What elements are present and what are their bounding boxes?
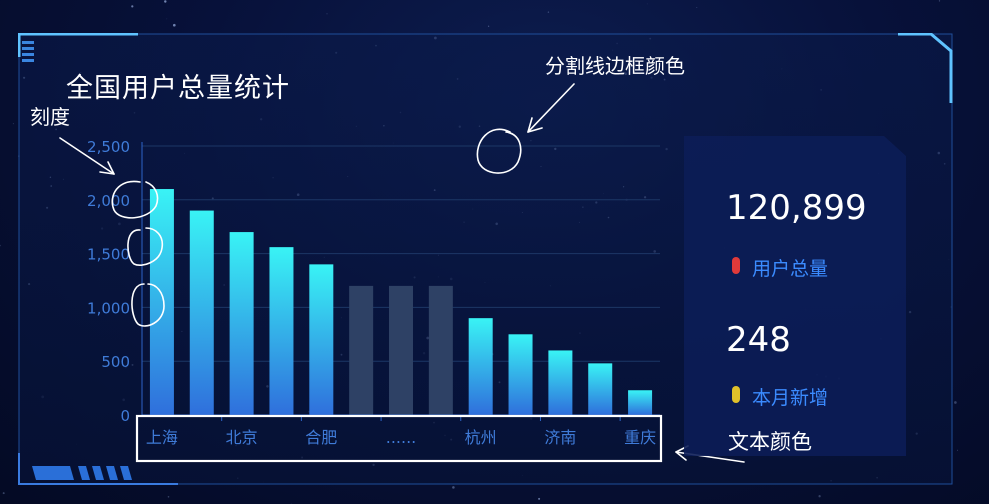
star bbox=[452, 486, 455, 489]
star bbox=[131, 5, 134, 8]
y-tick-label: 0 bbox=[120, 407, 130, 425]
star bbox=[956, 449, 959, 451]
bar bbox=[468, 318, 493, 415]
bar bbox=[428, 285, 453, 415]
hand-annotations bbox=[59, 83, 745, 463]
y-tick-label: 500 bbox=[101, 353, 130, 371]
star bbox=[818, 495, 821, 498]
annotation-arrowhead bbox=[527, 117, 543, 133]
annotation-circle bbox=[131, 283, 165, 327]
bar bbox=[389, 285, 413, 415]
annotation-circle bbox=[127, 227, 164, 266]
star bbox=[646, 3, 648, 5]
bar bbox=[508, 334, 533, 415]
star bbox=[290, 502, 292, 504]
star bbox=[487, 25, 490, 27]
star bbox=[164, 0, 167, 3]
star bbox=[172, 23, 176, 27]
star bbox=[12, 123, 14, 125]
star bbox=[2, 492, 5, 495]
bar bbox=[269, 247, 294, 415]
star bbox=[954, 401, 957, 404]
y-tick-label: 1,500 bbox=[87, 246, 130, 264]
star bbox=[166, 18, 168, 20]
x-tick-label: 杭州 bbox=[465, 428, 497, 447]
bar bbox=[149, 189, 174, 415]
x-tick-label: 合肥 bbox=[305, 428, 337, 447]
bar bbox=[189, 210, 214, 415]
annotation-tick: 刻度 bbox=[30, 105, 70, 129]
x-tick-label: 重庆 bbox=[624, 428, 656, 447]
bar bbox=[349, 285, 374, 415]
annotation-text-color: 文本颜色 bbox=[728, 430, 812, 454]
bar bbox=[628, 390, 653, 415]
new-users-value: 248 bbox=[726, 320, 791, 360]
annotation-circle bbox=[111, 180, 159, 219]
new-users-indicator bbox=[732, 386, 740, 403]
y-tick-label: 2,000 bbox=[87, 192, 130, 210]
bar bbox=[548, 350, 573, 415]
bars bbox=[149, 189, 653, 415]
y-tick-label: 2,500 bbox=[87, 138, 130, 156]
chart-title: 全国用户总量统计 bbox=[66, 73, 290, 104]
annotation-split-line: 分割线边框颜色 bbox=[545, 54, 685, 78]
star bbox=[167, 496, 170, 498]
star bbox=[696, 6, 698, 8]
stats-panel-bg bbox=[684, 136, 906, 456]
annotation-arrowhead bbox=[99, 161, 115, 175]
new-users-label: 本月新增 bbox=[752, 387, 829, 409]
y-tick-label: 1,000 bbox=[87, 299, 130, 317]
star bbox=[547, 11, 550, 13]
x-tick-label: 北京 bbox=[226, 428, 258, 447]
star bbox=[538, 497, 541, 500]
bar bbox=[588, 363, 613, 415]
annotation-arrow bbox=[59, 137, 115, 175]
annotation-arrow bbox=[527, 83, 575, 133]
total-users-label: 用户总量 bbox=[752, 258, 829, 280]
total-users-value: 120,899 bbox=[726, 188, 867, 228]
total-users-indicator bbox=[732, 257, 740, 274]
axis-labels: 0 500 1,000 1,500 2,000 2,500 上海 北京 合肥...... 杭州 济南… bbox=[87, 138, 656, 447]
star bbox=[326, 13, 328, 15]
annotation-circle bbox=[476, 128, 522, 174]
star bbox=[0, 244, 1, 247]
bar bbox=[309, 264, 334, 415]
annotation-box bbox=[135, 414, 663, 463]
star bbox=[938, 0, 941, 2]
bar bbox=[229, 232, 254, 415]
x-tick-label: ...... bbox=[386, 428, 417, 447]
x-tick-label: 济南 bbox=[544, 428, 576, 447]
x-tick-label: 上海 bbox=[146, 428, 178, 447]
